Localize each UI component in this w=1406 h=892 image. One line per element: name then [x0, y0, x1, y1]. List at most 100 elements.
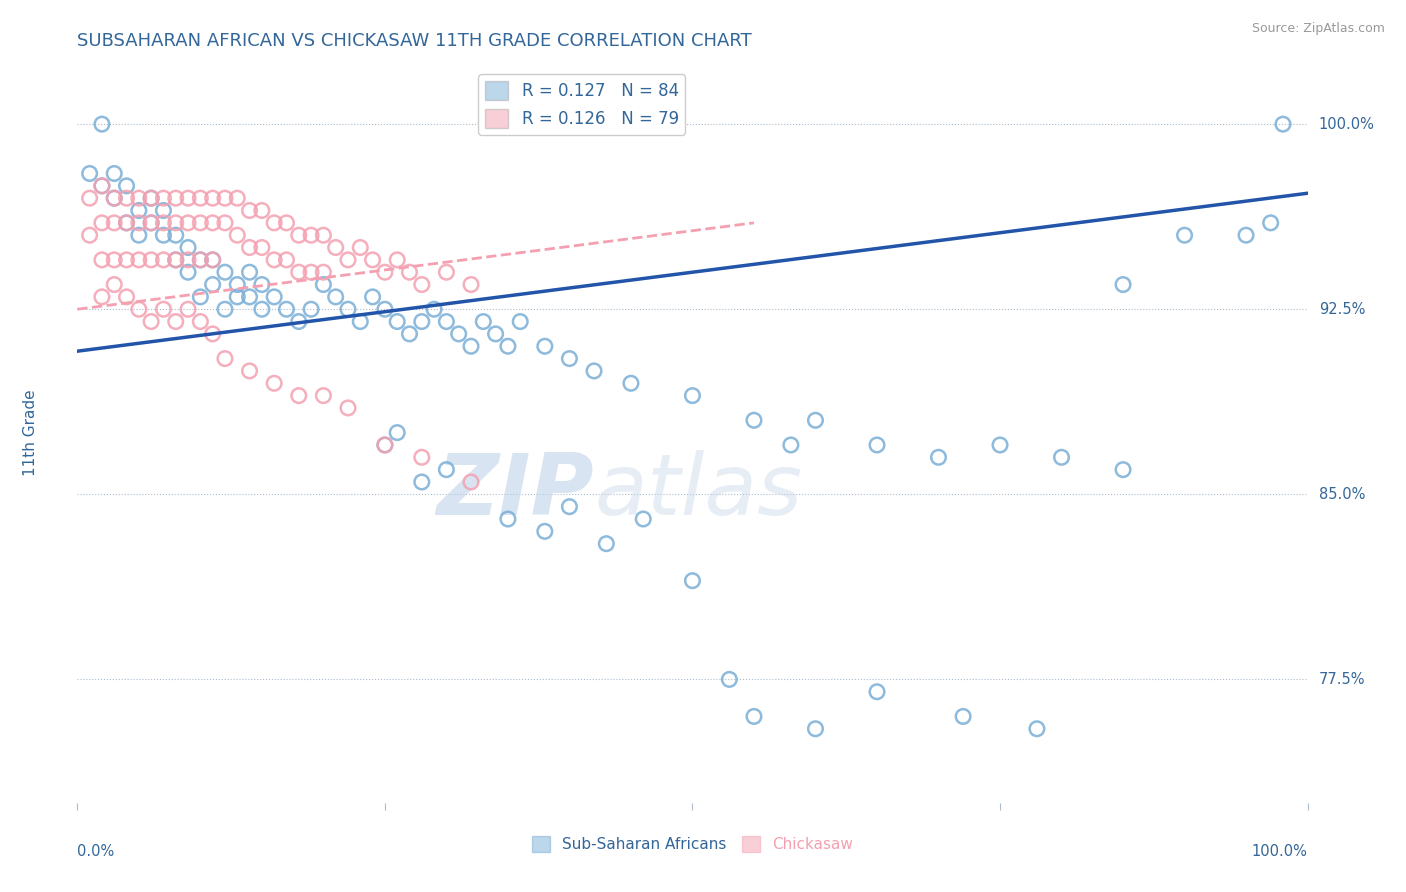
- Text: SUBSAHARAN AFRICAN VS CHICKASAW 11TH GRADE CORRELATION CHART: SUBSAHARAN AFRICAN VS CHICKASAW 11TH GRA…: [77, 32, 752, 50]
- Point: [288, 314, 311, 328]
- Point: [1112, 277, 1135, 292]
- Point: [349, 240, 371, 254]
- Point: [239, 240, 262, 254]
- Point: [90, 216, 114, 230]
- Point: [165, 252, 187, 267]
- Point: [1050, 450, 1073, 465]
- Point: [325, 290, 347, 304]
- Point: [115, 178, 138, 193]
- Point: [226, 290, 249, 304]
- Point: [128, 228, 150, 243]
- Point: [1272, 117, 1295, 131]
- Point: [188, 290, 212, 304]
- Point: [337, 252, 360, 267]
- Point: [633, 512, 655, 526]
- Point: [485, 326, 508, 341]
- Point: [115, 216, 138, 230]
- Point: [423, 302, 446, 317]
- Point: [385, 425, 409, 440]
- Point: [1234, 228, 1257, 243]
- Point: [460, 277, 482, 292]
- Point: [374, 438, 396, 452]
- Point: [374, 302, 396, 317]
- Point: [177, 252, 200, 267]
- Point: [201, 252, 224, 267]
- Point: [742, 709, 765, 723]
- Point: [288, 265, 311, 279]
- Point: [374, 265, 396, 279]
- Point: [226, 191, 249, 205]
- Point: [152, 191, 174, 205]
- Point: [988, 438, 1011, 452]
- Point: [177, 240, 200, 254]
- Point: [128, 252, 150, 267]
- Point: [460, 339, 482, 353]
- Point: [250, 240, 273, 254]
- Point: [288, 228, 311, 243]
- Point: [299, 302, 322, 317]
- Text: 92.5%: 92.5%: [1319, 301, 1365, 317]
- Text: 85.0%: 85.0%: [1319, 487, 1365, 502]
- Point: [250, 203, 273, 218]
- Point: [239, 265, 262, 279]
- Point: [141, 314, 163, 328]
- Point: [436, 462, 458, 476]
- Point: [141, 252, 163, 267]
- Text: 100.0%: 100.0%: [1251, 844, 1308, 858]
- Point: [682, 574, 704, 588]
- Point: [436, 265, 458, 279]
- Point: [411, 475, 433, 489]
- Point: [1174, 228, 1197, 243]
- Point: [398, 265, 420, 279]
- Point: [188, 252, 212, 267]
- Point: [103, 191, 125, 205]
- Point: [472, 314, 495, 328]
- Point: [263, 252, 285, 267]
- Point: [128, 302, 150, 317]
- Point: [128, 203, 150, 218]
- Point: [276, 252, 298, 267]
- Point: [299, 265, 322, 279]
- Point: [928, 450, 950, 465]
- Text: 77.5%: 77.5%: [1319, 672, 1365, 687]
- Point: [79, 228, 101, 243]
- Point: [398, 326, 420, 341]
- Point: [201, 326, 224, 341]
- Point: [177, 216, 200, 230]
- Text: 11th Grade: 11th Grade: [22, 389, 38, 476]
- Point: [780, 438, 803, 452]
- Point: [534, 524, 557, 539]
- Point: [214, 351, 236, 366]
- Point: [79, 191, 101, 205]
- Point: [595, 536, 617, 550]
- Point: [141, 216, 163, 230]
- Point: [411, 450, 433, 465]
- Point: [288, 388, 311, 402]
- Point: [299, 228, 322, 243]
- Point: [534, 339, 557, 353]
- Point: [214, 216, 236, 230]
- Point: [103, 216, 125, 230]
- Point: [90, 178, 114, 193]
- Text: atlas: atlas: [595, 450, 801, 533]
- Point: [90, 117, 114, 131]
- Point: [496, 512, 519, 526]
- Point: [188, 314, 212, 328]
- Point: [952, 709, 974, 723]
- Point: [214, 302, 236, 317]
- Point: [250, 277, 273, 292]
- Point: [115, 290, 138, 304]
- Point: [79, 166, 101, 180]
- Point: [226, 228, 249, 243]
- Point: [103, 166, 125, 180]
- Point: [361, 290, 384, 304]
- Point: [165, 228, 187, 243]
- Point: [361, 252, 384, 267]
- Point: [115, 252, 138, 267]
- Point: [436, 314, 458, 328]
- Point: [141, 191, 163, 205]
- Point: [152, 252, 174, 267]
- Point: [103, 252, 125, 267]
- Point: [263, 216, 285, 230]
- Point: [312, 277, 335, 292]
